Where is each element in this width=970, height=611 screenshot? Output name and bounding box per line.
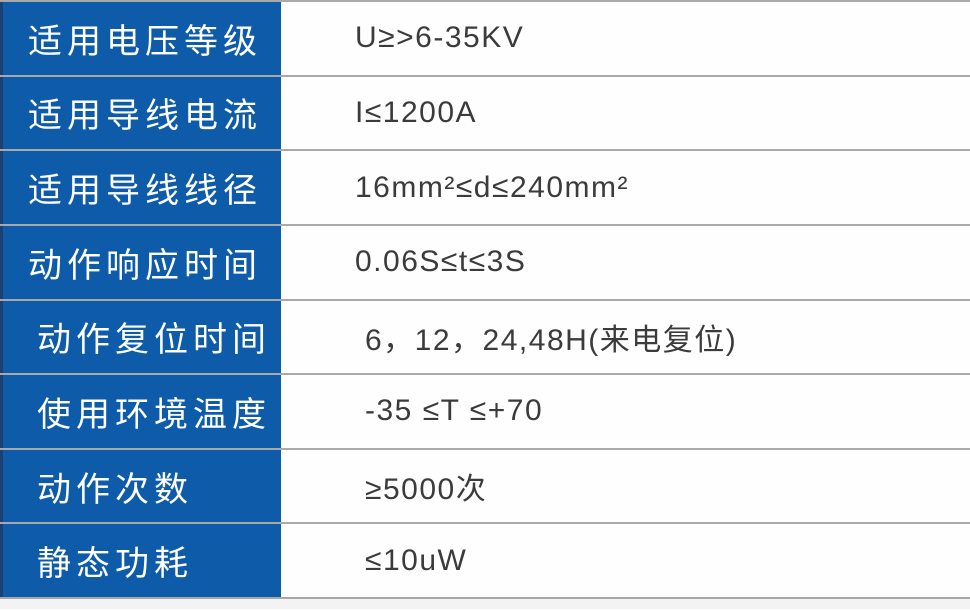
spec-label-cell: 动作次数 xyxy=(0,449,281,523)
spec-value-cell: 6，12，24,48H(来电复位) xyxy=(281,300,970,374)
spec-label-cell: 动作响应时间 xyxy=(0,225,281,299)
spec-value-cell: ≤10uW xyxy=(281,524,970,597)
table-row: 使用环境温度 -35 ≤T ≤+70 xyxy=(0,375,970,450)
spec-value-cell: I≤1200A xyxy=(281,76,970,150)
spec-value-cell: U≥>6-35KV xyxy=(281,2,970,75)
spec-label-cell: 动作复位时间 xyxy=(0,300,281,374)
spec-value-cell: 0.06S≤t≤3S xyxy=(281,225,970,299)
table-row: 适用导线电流 I≤1200A xyxy=(0,76,970,152)
spec-value-cell: -35 ≤T ≤+70 xyxy=(281,375,970,448)
spec-value-cell: ≥5000次 xyxy=(281,449,970,523)
spec-label-cell: 适用电压等级 xyxy=(0,2,281,75)
spec-label-cell: 静态功耗 xyxy=(0,524,281,597)
table-row: 适用导线线径 16mm²≤d≤240mm² xyxy=(0,151,970,226)
spec-label-cell: 适用导线电流 xyxy=(0,76,281,150)
table-row: 静态功耗 ≤10uW xyxy=(0,524,970,599)
table-row: 动作响应时间 0.06S≤t≤3S xyxy=(0,225,970,301)
table-row: 动作复位时间 6，12，24,48H(来电复位) xyxy=(0,300,970,376)
spec-label-cell: 适用导线线径 xyxy=(0,151,281,224)
spec-value-cell: 16mm²≤d≤240mm² xyxy=(281,151,970,224)
spec-label-cell: 使用环境温度 xyxy=(0,375,281,448)
table-row: 动作次数 ≥5000次 xyxy=(0,449,970,525)
bottom-strip xyxy=(0,599,970,609)
table-row: 适用电压等级 U≥>6-35KV xyxy=(0,2,970,77)
